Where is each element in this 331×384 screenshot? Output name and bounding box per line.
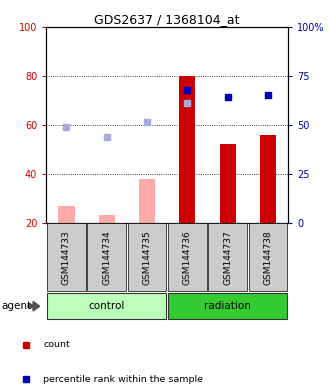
Bar: [87, 223, 126, 291]
Text: GSM144733: GSM144733: [62, 230, 71, 285]
Bar: [179, 76, 195, 223]
Bar: [99, 215, 115, 223]
Bar: [139, 179, 155, 223]
Text: GSM144736: GSM144736: [183, 230, 192, 285]
Bar: [58, 205, 74, 223]
Bar: [47, 223, 86, 291]
Text: radiation: radiation: [204, 301, 251, 311]
Bar: [47, 293, 166, 319]
Text: count: count: [43, 340, 70, 349]
Text: GSM144737: GSM144737: [223, 230, 232, 285]
Bar: [128, 223, 166, 291]
Bar: [260, 135, 276, 223]
Bar: [168, 293, 287, 319]
Text: GSM144738: GSM144738: [263, 230, 272, 285]
Text: percentile rank within the sample: percentile rank within the sample: [43, 375, 203, 384]
Text: agent: agent: [2, 301, 32, 311]
Bar: [249, 223, 287, 291]
Bar: [219, 144, 236, 223]
Text: GSM144735: GSM144735: [143, 230, 152, 285]
Bar: [168, 223, 207, 291]
Title: GDS2637 / 1368104_at: GDS2637 / 1368104_at: [94, 13, 240, 26]
Text: control: control: [89, 301, 125, 311]
Text: GSM144734: GSM144734: [102, 230, 111, 285]
Bar: [208, 223, 247, 291]
